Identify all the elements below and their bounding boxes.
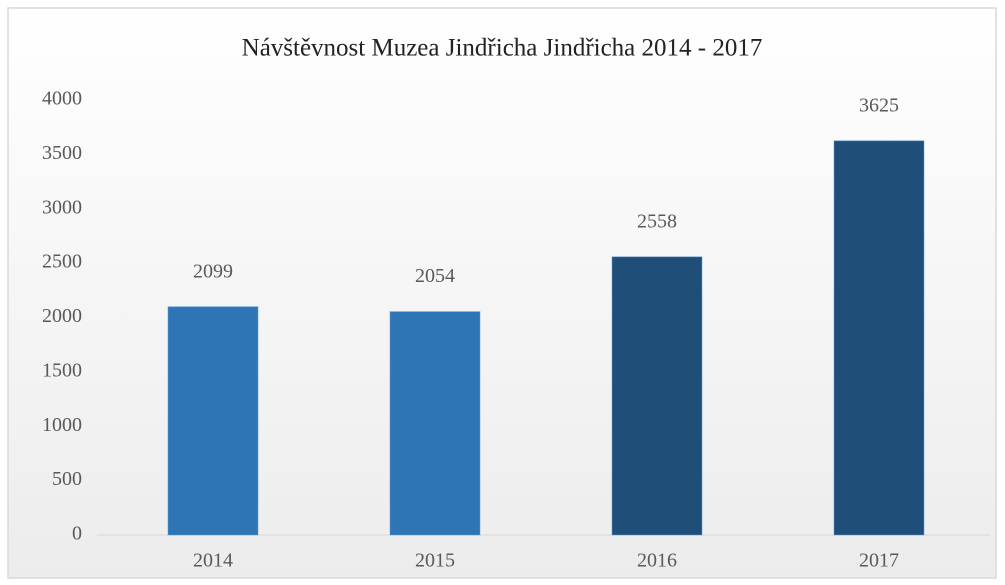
y-tick-label: 2000 [42, 305, 82, 327]
data-label: 3625 [859, 94, 899, 116]
y-tick-label: 0 [72, 523, 82, 545]
y-tick-label: 500 [52, 468, 82, 490]
y-tick-label: 1000 [42, 414, 82, 436]
y-tick-label: 4000 [42, 88, 82, 110]
bar [611, 256, 703, 536]
x-tick-label: 2017 [859, 550, 899, 572]
x-tick-label: 2014 [193, 550, 233, 572]
y-tick-label: 1500 [42, 359, 82, 381]
x-tick-label: 2015 [415, 550, 455, 572]
data-label: 2054 [415, 265, 455, 287]
y-tick-label: 2500 [42, 251, 82, 273]
data-label: 2099 [193, 260, 233, 282]
y-tick-label: 3500 [42, 142, 82, 164]
bar [389, 311, 481, 536]
y-tick-label: 3000 [42, 196, 82, 218]
bar [833, 140, 925, 536]
x-tick-label: 2016 [637, 550, 677, 572]
bar [167, 306, 259, 536]
chart-title: Návštěvnost Muzea Jindřicha Jindřicha 20… [242, 35, 763, 62]
data-label: 2558 [637, 210, 677, 232]
